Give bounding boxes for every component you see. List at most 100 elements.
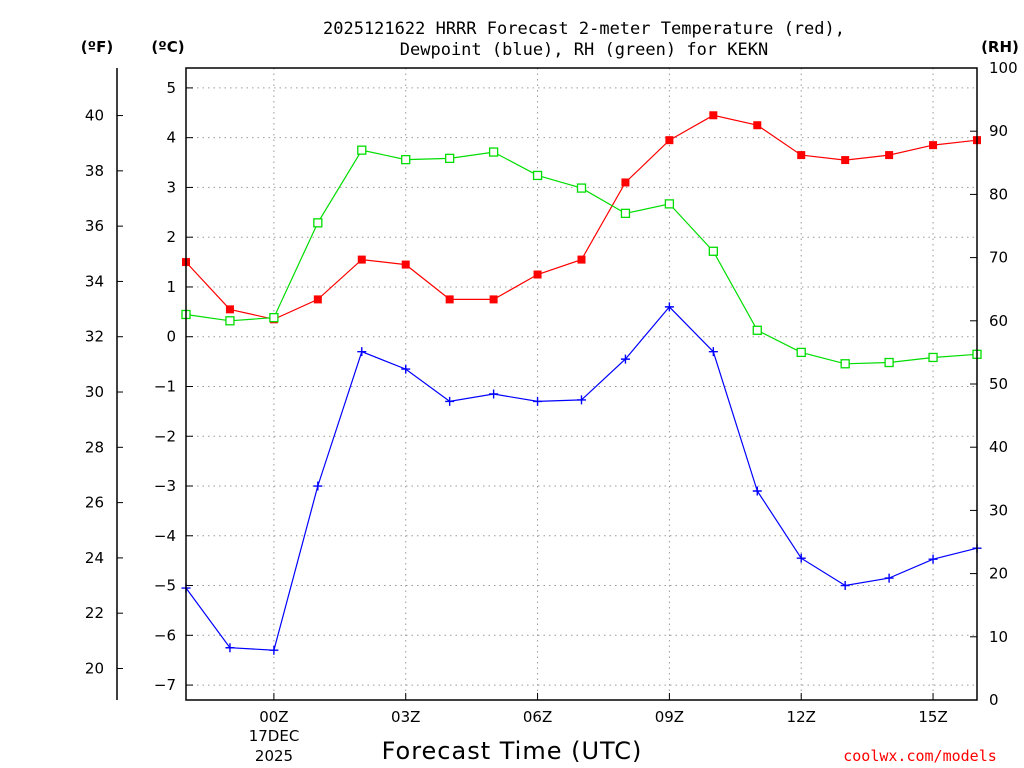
celsius-tick-label: −7 xyxy=(154,676,176,694)
date-label-year: 2025 xyxy=(255,747,293,765)
rh-point xyxy=(752,325,762,335)
dewpoint-point xyxy=(533,396,543,406)
rh-tick-label: 10 xyxy=(989,628,1008,646)
plot-frame xyxy=(185,67,978,701)
dewpoint-point xyxy=(928,554,938,564)
celsius-tick-label: 0 xyxy=(166,328,176,346)
temperature-point xyxy=(357,255,366,264)
rh-point xyxy=(928,352,938,363)
fahrenheit-tick-label: 36 xyxy=(85,217,104,235)
temperature-point xyxy=(885,151,894,160)
temperature-point xyxy=(401,260,410,269)
dewpoint-point xyxy=(840,581,850,591)
temperature-point xyxy=(489,295,498,304)
rh-point xyxy=(840,359,850,369)
celsius-tick-label: 2 xyxy=(166,228,176,246)
temperature-point xyxy=(533,270,542,279)
time-axis: 00Z 03Z 06Z 09Z 12Z 15Z xyxy=(259,693,948,726)
fahrenheit-tick-label: 26 xyxy=(85,494,104,512)
dewpoint-point xyxy=(620,354,630,364)
temperature-point xyxy=(929,141,938,150)
dewpoint-point xyxy=(708,347,718,357)
temperature-point xyxy=(709,111,718,120)
rh-tick-label: 60 xyxy=(989,312,1008,330)
temperature-point xyxy=(577,255,586,264)
temperature-point xyxy=(753,121,762,130)
temperature-line xyxy=(185,114,978,320)
fahrenheit-unit-label: (ºF) xyxy=(81,38,113,56)
celsius-tick-label: −4 xyxy=(154,527,176,545)
rh-point xyxy=(884,357,894,368)
rh-tick-label: 90 xyxy=(989,122,1008,140)
dewpoint-point xyxy=(796,553,806,563)
rh-tick-label: 0 xyxy=(989,691,999,709)
temperature-point xyxy=(445,295,454,304)
rh-tick-label: 100 xyxy=(989,59,1018,77)
chart-title-line-2: Dewpoint (blue), RH (green) for KEKN xyxy=(400,40,768,60)
rh-point xyxy=(576,183,587,193)
rh-point xyxy=(401,154,411,165)
temperature-point xyxy=(841,156,850,165)
fahrenheit-tick-label: 24 xyxy=(85,549,104,567)
fahrenheit-tick-label: 32 xyxy=(85,328,104,346)
celsius-tick-label: 5 xyxy=(166,79,176,97)
rh-point xyxy=(796,347,806,358)
celsius-unit-label: (ºC) xyxy=(151,38,184,56)
series-layer xyxy=(181,111,982,655)
rh-tick-label: 30 xyxy=(989,501,1008,519)
dewpoint-point xyxy=(489,389,499,399)
time-tick-label: 00Z xyxy=(259,708,288,726)
celsius-tick-label: 4 xyxy=(166,129,176,147)
rh-axis: 0 10 20 30 40 50 60 70 80 90 100 xyxy=(970,59,1018,709)
rh-unit-label: (RH) xyxy=(981,38,1019,56)
fahrenheit-tick-label: 38 xyxy=(85,162,104,180)
time-tick-label: 03Z xyxy=(391,708,420,726)
dewpoint-point xyxy=(313,481,323,491)
rh-point xyxy=(445,153,455,164)
rh-tick-label: 80 xyxy=(989,185,1008,203)
rh-point xyxy=(225,316,235,326)
dewpoint-point xyxy=(269,645,279,655)
fahrenheit-tick-label: 22 xyxy=(85,604,104,622)
dewpoint-point xyxy=(752,486,762,496)
rh-point xyxy=(313,218,323,228)
date-label-day: 17DEC xyxy=(249,727,300,745)
fahrenheit-tick-label: 20 xyxy=(85,659,104,677)
dewpoint-point xyxy=(401,364,411,374)
fahrenheit-tick-label: 34 xyxy=(85,272,104,290)
time-tick-label: 15Z xyxy=(918,708,947,726)
credit-label: coolwx.com/models xyxy=(843,747,997,765)
temperature-point xyxy=(313,295,322,304)
x-axis-title: Forecast Time (UTC) xyxy=(382,737,643,765)
fahrenheit-axis: 20 22 24 26 28 30 32 34 36 38 40 xyxy=(85,68,123,700)
fahrenheit-tick-label: 40 xyxy=(85,107,104,125)
dewpoint-point xyxy=(577,395,586,405)
temperature-point xyxy=(621,178,630,187)
temperature-point xyxy=(665,136,674,145)
dewpoint-point xyxy=(225,643,235,653)
time-tick-label: 12Z xyxy=(787,708,816,726)
celsius-tick-label: 3 xyxy=(166,178,176,196)
grid-lines xyxy=(186,68,977,700)
dewpoint-point xyxy=(884,573,894,583)
celsius-axis: −7 −6 −5 −4 −3 −2 −1 0 1 2 3 4 5 xyxy=(154,79,193,694)
rh-tick-label: 20 xyxy=(989,565,1008,583)
celsius-tick-label: −1 xyxy=(154,377,176,395)
celsius-tick-label: −2 xyxy=(154,427,176,445)
rh-point xyxy=(708,246,718,256)
dewpoint-point xyxy=(664,302,674,312)
rh-tick-label: 50 xyxy=(989,375,1008,393)
rh-tick-label: 40 xyxy=(989,438,1008,456)
chart-title-line-1: 2025121622 HRRR Forecast 2-meter Tempera… xyxy=(323,19,845,39)
rh-tick-label: 70 xyxy=(989,249,1008,267)
rh-point xyxy=(488,147,499,157)
time-tick-label: 06Z xyxy=(523,708,552,726)
rh-point xyxy=(620,208,631,219)
dewpoint-point xyxy=(357,347,367,357)
rh-point xyxy=(357,145,367,155)
fahrenheit-tick-label: 30 xyxy=(85,383,104,401)
rh-point xyxy=(664,199,675,209)
rh-point xyxy=(532,170,543,181)
celsius-tick-label: −5 xyxy=(154,577,176,595)
